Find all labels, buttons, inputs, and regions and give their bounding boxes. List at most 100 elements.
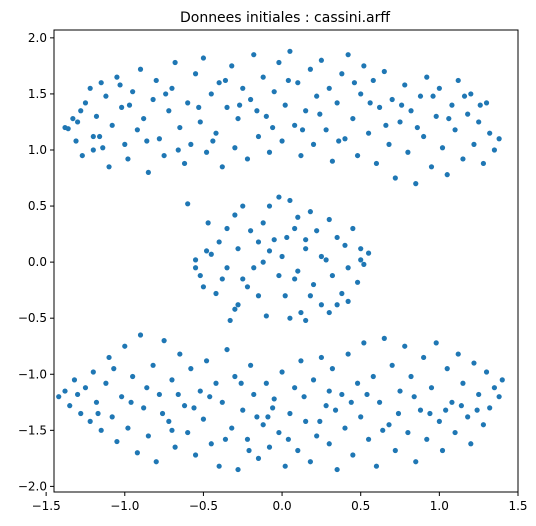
- scatter-point: [255, 133, 262, 140]
- scatter-point: [203, 149, 210, 155]
- scatter-point: [276, 272, 282, 279]
- scatter-point: [254, 108, 260, 114]
- scatter-point: [326, 309, 332, 316]
- scatter-point: [219, 276, 225, 282]
- scatter-point: [370, 373, 376, 380]
- scatter-point: [137, 66, 144, 72]
- scatter-point: [433, 340, 439, 346]
- scatter-point: [282, 463, 288, 469]
- scatter-point: [480, 160, 486, 167]
- scatter-point: [402, 343, 408, 349]
- scatter-point: [159, 410, 166, 417]
- scatter-point: [342, 136, 348, 142]
- scatter-point: [295, 268, 301, 274]
- scatter-point: [307, 293, 313, 299]
- scatter-point: [205, 220, 211, 226]
- scatter-point: [496, 394, 502, 400]
- scatter-point: [361, 340, 367, 346]
- scatter-point: [263, 113, 269, 119]
- scatter-point: [260, 259, 266, 265]
- scatter-point: [310, 281, 317, 288]
- scatter-point: [260, 422, 266, 428]
- scatter-point: [166, 108, 172, 114]
- scatter-point: [166, 418, 172, 424]
- scatter-point: [351, 80, 358, 86]
- scatter-point: [255, 455, 262, 461]
- scatter-point: [295, 214, 301, 220]
- scatter-point: [265, 414, 271, 420]
- scatter-point: [317, 111, 323, 117]
- scatter-point: [329, 366, 335, 372]
- scatter-point: [177, 124, 183, 131]
- scatter-point: [334, 234, 340, 241]
- scatter-point: [237, 102, 243, 108]
- scatter-point: [298, 309, 304, 316]
- scatter-point: [323, 403, 329, 409]
- scatter-point: [260, 74, 266, 80]
- scatter-point: [90, 147, 96, 153]
- x-tick-label: −1.0: [110, 499, 139, 513]
- scatter-point: [103, 93, 109, 99]
- scatter-point: [109, 122, 115, 128]
- scatter-point: [169, 85, 175, 91]
- scatter-point: [200, 55, 207, 61]
- scatter-point: [232, 212, 238, 218]
- scatter-point: [358, 246, 364, 252]
- scatter-point: [386, 422, 392, 428]
- y-tick-label: −2.0: [18, 479, 47, 493]
- scatter-point: [255, 239, 262, 245]
- scatter-point: [255, 293, 262, 299]
- scatter-point: [339, 290, 345, 297]
- scatter-point: [235, 115, 241, 122]
- scatter-point: [222, 77, 229, 84]
- scatter-point: [251, 391, 257, 398]
- scatter-point: [103, 380, 109, 386]
- scatter-point: [219, 164, 225, 170]
- scatter-point: [332, 407, 339, 413]
- scatter-point: [318, 302, 324, 308]
- scatter-point: [224, 225, 230, 232]
- scatter-point: [197, 272, 203, 279]
- scatter-point: [365, 436, 372, 442]
- scatter-point: [224, 265, 230, 271]
- scatter-point: [408, 373, 414, 380]
- scatter-point: [282, 293, 288, 299]
- scatter-point: [402, 82, 408, 88]
- y-tick-label: −1.5: [18, 423, 47, 437]
- scatter-point: [298, 358, 304, 364]
- scatter-point: [67, 403, 73, 409]
- scatter-point: [491, 385, 498, 391]
- scatter-point: [192, 257, 199, 263]
- scatter-point: [197, 388, 203, 394]
- scatter-point: [303, 237, 309, 243]
- scatter-point: [251, 265, 257, 271]
- scatter-point: [197, 119, 203, 125]
- scatter-point: [175, 147, 181, 153]
- scatter-point: [433, 113, 439, 119]
- scatter-point: [301, 394, 307, 400]
- scatter-point: [303, 418, 309, 424]
- scatter-point: [326, 85, 332, 91]
- scatter-point: [395, 410, 402, 417]
- scatter-point: [145, 169, 151, 176]
- scatter-point: [153, 459, 159, 465]
- scatter-point: [232, 306, 238, 312]
- scatter-point: [240, 203, 246, 209]
- scatter-point: [122, 141, 128, 147]
- scatter-point: [452, 429, 458, 436]
- scatter-point: [383, 122, 389, 128]
- scatter-point: [287, 315, 293, 321]
- x-axis: −1.5 −1.0 −0.5 0.0 0.5 1.0 1.5: [32, 492, 528, 513]
- scatter-point: [430, 93, 436, 99]
- chart-title: Donnees initiales : cassini.arff: [180, 10, 390, 26]
- scatter-point: [460, 380, 466, 386]
- scatter-point: [282, 102, 288, 108]
- scatter-point: [254, 414, 260, 420]
- scatter-point: [244, 284, 251, 290]
- scatter-point: [381, 68, 387, 75]
- scatter-point: [421, 354, 427, 361]
- scatter-point: [222, 436, 229, 442]
- scatter-point: [163, 91, 169, 97]
- scatter-point: [452, 127, 458, 133]
- scatter-point: [73, 138, 79, 144]
